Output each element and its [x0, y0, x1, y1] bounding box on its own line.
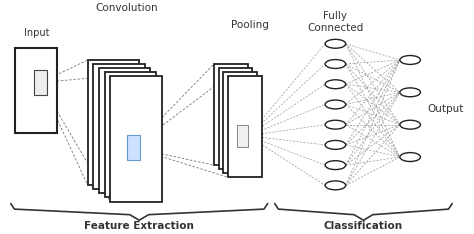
Circle shape: [325, 100, 346, 109]
Circle shape: [325, 60, 346, 69]
Circle shape: [325, 161, 346, 170]
Bar: [15, 48, 57, 133]
Circle shape: [400, 55, 420, 64]
Circle shape: [325, 80, 346, 89]
Text: Convolution: Convolution: [95, 4, 158, 14]
Bar: [228, 76, 262, 177]
Text: Pooling: Pooling: [230, 20, 268, 30]
Circle shape: [325, 39, 346, 48]
Bar: [237, 125, 248, 147]
Circle shape: [400, 88, 420, 97]
Text: Classification: Classification: [324, 221, 403, 231]
Circle shape: [325, 181, 346, 190]
Text: Output: Output: [428, 103, 464, 113]
Bar: [127, 135, 139, 160]
Bar: [219, 68, 252, 169]
Bar: [223, 72, 257, 173]
Bar: [214, 64, 247, 165]
Circle shape: [325, 140, 346, 149]
Text: Input: Input: [24, 28, 49, 38]
Circle shape: [400, 120, 420, 129]
Bar: [99, 68, 150, 194]
Text: Feature Extraction: Feature Extraction: [84, 221, 194, 231]
Circle shape: [400, 153, 420, 161]
Bar: [105, 72, 156, 197]
Circle shape: [325, 120, 346, 129]
Bar: [93, 64, 145, 189]
Bar: [110, 76, 162, 201]
Bar: [88, 60, 139, 185]
Text: Fully
Connected: Fully Connected: [307, 11, 364, 33]
Bar: [34, 70, 46, 95]
